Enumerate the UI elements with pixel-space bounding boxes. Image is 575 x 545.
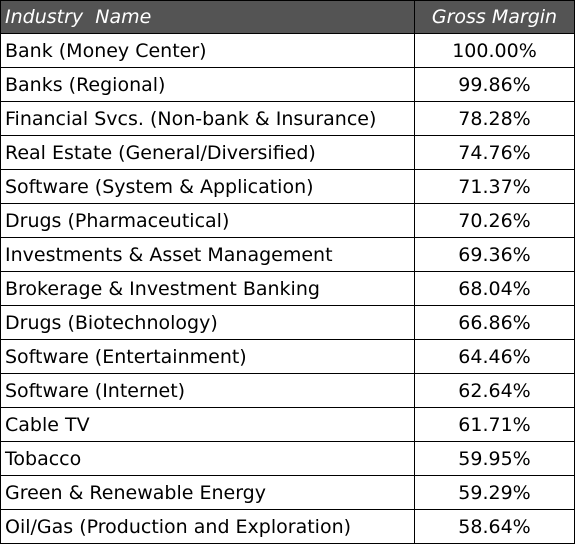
- table-row: Software (System & Application) 71.37%: [0, 169, 575, 204]
- table-row: Drugs (Pharmaceutical) 70.26%: [0, 203, 575, 238]
- industry-cell: Software (Internet): [0, 373, 415, 408]
- table-row: Real Estate (General/Diversified) 74.76%: [0, 135, 575, 170]
- table-row: Bank (Money Center) 100.00%: [0, 33, 575, 68]
- table-row: Financial Svcs. (Non-bank & Insurance) 7…: [0, 101, 575, 136]
- industry-cell: Bank (Money Center): [0, 33, 415, 68]
- gross-margin-cell: 68.04%: [414, 271, 575, 306]
- industry-cell: Financial Svcs. (Non-bank & Insurance): [0, 101, 415, 136]
- gross-margin-cell: 58.64%: [414, 509, 575, 544]
- gross-margin-cell: 74.76%: [414, 135, 575, 170]
- industry-cell: Brokerage & Investment Banking: [0, 271, 415, 306]
- table-row: Drugs (Biotechnology) 66.86%: [0, 305, 575, 340]
- gross-margin-cell: 61.71%: [414, 407, 575, 442]
- table-row: Banks (Regional) 99.86%: [0, 67, 575, 102]
- industry-name-header: Industry Name: [0, 0, 415, 34]
- table-row: Investments & Asset Management 69.36%: [0, 237, 575, 272]
- industry-cell: Drugs (Biotechnology): [0, 305, 415, 340]
- header-row: Industry Name Gross Margin: [0, 0, 575, 34]
- table-row: Green & Renewable Energy 59.29%: [0, 475, 575, 510]
- table-row: Software (Entertainment) 64.46%: [0, 339, 575, 374]
- industry-cell: Banks (Regional): [0, 67, 415, 102]
- gross-margin-cell: 62.64%: [414, 373, 575, 408]
- gross-margin-cell: 59.29%: [414, 475, 575, 510]
- industry-cell: Real Estate (General/Diversified): [0, 135, 415, 170]
- industry-cell: Green & Renewable Energy: [0, 475, 415, 510]
- table-row: Oil/Gas (Production and Exploration) 58.…: [0, 509, 575, 544]
- table-row: Software (Internet) 62.64%: [0, 373, 575, 408]
- industry-cell: Software (Entertainment): [0, 339, 415, 374]
- table-row: Cable TV 61.71%: [0, 407, 575, 442]
- gross-margin-cell: 71.37%: [414, 169, 575, 204]
- gross-margin-cell: 64.46%: [414, 339, 575, 374]
- gross-margin-cell: 59.95%: [414, 441, 575, 476]
- gross-margin-cell: 69.36%: [414, 237, 575, 272]
- gross-margin-cell: 70.26%: [414, 203, 575, 238]
- gross-margin-cell: 100.00%: [414, 33, 575, 68]
- industry-cell: Cable TV: [0, 407, 415, 442]
- industry-cell: Investments & Asset Management: [0, 237, 415, 272]
- industry-cell: Software (System & Application): [0, 169, 415, 204]
- industry-cell: Tobacco: [0, 441, 415, 476]
- gross-margin-header: Gross Margin: [414, 0, 575, 34]
- table-row: Brokerage & Investment Banking 68.04%: [0, 271, 575, 306]
- gross-margin-cell: 78.28%: [414, 101, 575, 136]
- gross-margin-cell: 99.86%: [414, 67, 575, 102]
- industry-cell: Oil/Gas (Production and Exploration): [0, 509, 415, 544]
- table-row: Tobacco 59.95%: [0, 441, 575, 476]
- gross-margin-cell: 66.86%: [414, 305, 575, 340]
- industry-cell: Drugs (Pharmaceutical): [0, 203, 415, 238]
